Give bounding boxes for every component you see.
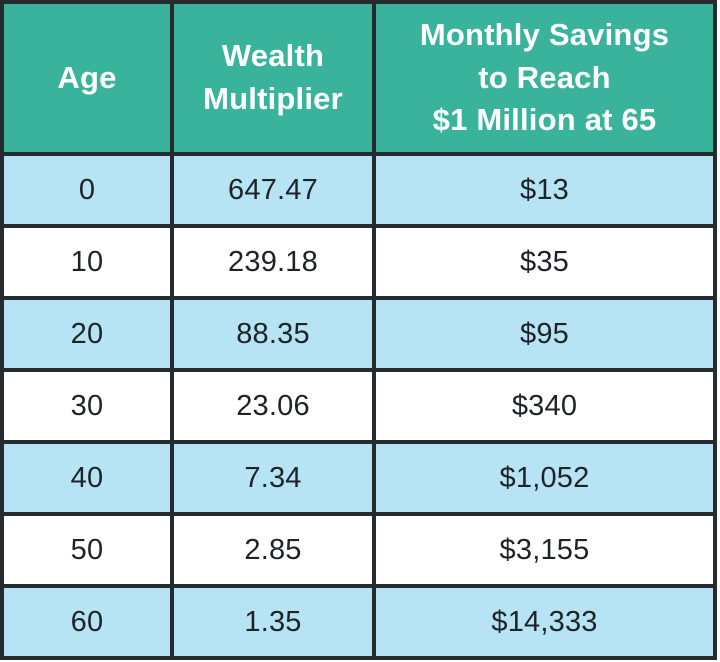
multiplier-cell: 1.35	[170, 584, 376, 660]
table-row: 20 88.35 $95	[0, 296, 717, 372]
savings-cell: $1,052	[372, 440, 717, 516]
savings-cell: $13	[372, 152, 717, 228]
multiplier-cell: 2.85	[170, 512, 376, 588]
age-cell: 50	[0, 512, 174, 588]
age-cell: 0	[0, 152, 174, 228]
table-header: Age Wealth Multiplier Monthly Savings to…	[0, 0, 717, 156]
age-cell: 20	[0, 296, 174, 372]
savings-cell: $3,155	[372, 512, 717, 588]
savings-cell: $14,333	[372, 584, 717, 660]
table-row: 50 2.85 $3,155	[0, 512, 717, 588]
table-body: 0 647.47 $13 10 239.18 $35 20 88.35 $95 …	[0, 152, 717, 660]
table-row: 60 1.35 $14,333	[0, 584, 717, 660]
column-header-wealth-multiplier: Wealth Multiplier	[170, 0, 376, 156]
age-cell: 60	[0, 584, 174, 660]
multiplier-cell: 23.06	[170, 368, 376, 444]
multiplier-cell: 647.47	[170, 152, 376, 228]
header-row: Age Wealth Multiplier Monthly Savings to…	[0, 0, 717, 156]
table-row: 10 239.18 $35	[0, 224, 717, 300]
multiplier-cell: 88.35	[170, 296, 376, 372]
age-cell: 30	[0, 368, 174, 444]
multiplier-cell: 239.18	[170, 224, 376, 300]
table-row: 0 647.47 $13	[0, 152, 717, 228]
savings-cell: $340	[372, 368, 717, 444]
table-row: 30 23.06 $340	[0, 368, 717, 444]
column-header-age: Age	[0, 0, 174, 156]
column-header-monthly-savings: Monthly Savings to Reach $1 Million at 6…	[372, 0, 717, 156]
savings-cell: $95	[372, 296, 717, 372]
savings-cell: $35	[372, 224, 717, 300]
table-row: 40 7.34 $1,052	[0, 440, 717, 516]
multiplier-cell: 7.34	[170, 440, 376, 516]
age-cell: 10	[0, 224, 174, 300]
age-cell: 40	[0, 440, 174, 516]
